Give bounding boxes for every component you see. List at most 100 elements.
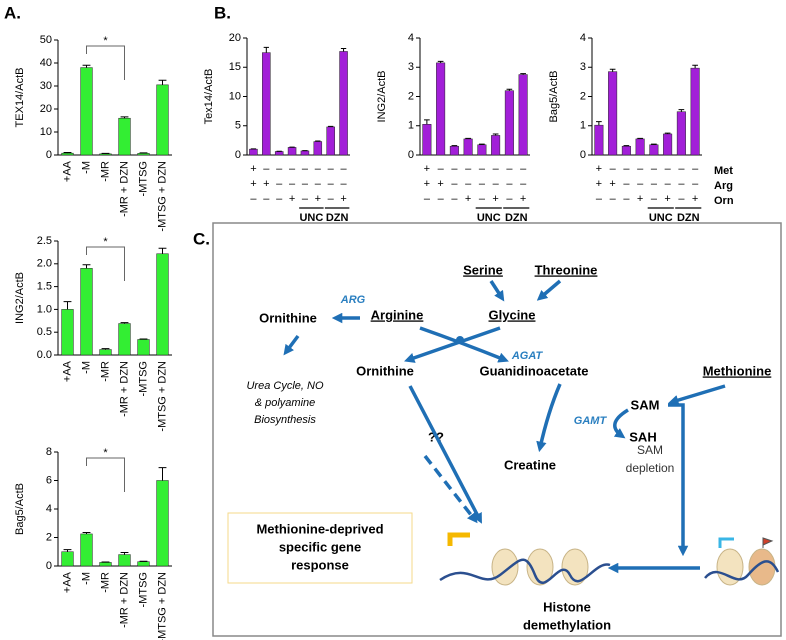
node-label: Threonine: [535, 262, 598, 277]
condition-sign: –: [637, 163, 644, 175]
condition-sign: –: [424, 193, 431, 205]
condition-sign: –: [479, 178, 486, 190]
dna: [439, 558, 611, 584]
condition-sign: +: [637, 193, 643, 205]
node-label: Methionine: [703, 363, 772, 378]
bar: [690, 67, 700, 156]
condition-sign: –: [596, 193, 603, 205]
error-bar: [63, 549, 72, 552]
y-tick-label: 2.5: [37, 235, 52, 247]
condition-sign: –: [651, 178, 658, 190]
bar: [676, 111, 686, 156]
bar: [339, 51, 348, 156]
y-tick-label: 1: [408, 120, 414, 132]
bar: [99, 153, 112, 156]
arrow: [668, 403, 689, 557]
y-tick-label: 6: [46, 474, 52, 486]
condition-sign: –: [250, 193, 257, 205]
error-bar: [120, 322, 129, 324]
error-bar: [692, 64, 698, 69]
gene-icon: [718, 537, 734, 548]
condition-sign: –: [692, 178, 699, 190]
chromatin: [704, 537, 780, 586]
x-tick-label: +AA: [61, 360, 73, 382]
error-bar: [82, 64, 91, 68]
condition-sign: –: [276, 193, 283, 205]
group-label: UNC: [299, 212, 323, 224]
condition-sign: –: [451, 178, 458, 190]
x-tick-label: -M: [80, 161, 92, 174]
note-line: & polyamine: [255, 397, 316, 409]
x-tick-label: -MR + DZN: [118, 572, 130, 628]
condition-sign: +: [340, 193, 346, 205]
arrow: [667, 384, 726, 406]
significance-label: *: [103, 35, 108, 47]
condition-sign: +: [465, 193, 471, 205]
y-axis-label: TEX14/ActB: [14, 68, 26, 128]
y-axis-label: ING2/ActB: [376, 71, 388, 123]
y-tick-label: 2: [46, 531, 52, 543]
condition-sign: –: [302, 178, 309, 190]
condition-sign: –: [651, 193, 658, 205]
node-label: Ornithine: [356, 363, 414, 378]
arrow: [536, 279, 562, 301]
enzyme-label: ARG: [340, 294, 366, 306]
condition-sign: –: [623, 163, 630, 175]
bar: [118, 323, 131, 356]
error-bar: [637, 137, 643, 139]
y-tick-label: 4: [580, 32, 586, 44]
significance-label: *: [103, 447, 108, 459]
bar: [608, 71, 618, 156]
error-bar: [63, 301, 72, 310]
bar: [326, 126, 335, 156]
bar: [137, 153, 150, 156]
y-tick-label: 2.0: [37, 258, 52, 270]
condition-sign: –: [263, 193, 270, 205]
condition-sign: –: [506, 163, 513, 175]
node-label: Creatine: [504, 457, 556, 472]
error-bar: [158, 467, 167, 481]
y-tick-label: 8: [46, 446, 52, 458]
condition-sign: –: [465, 163, 472, 175]
response-box: [227, 512, 413, 584]
x-tick-label: -MR: [99, 361, 111, 382]
condition-sign: –: [315, 178, 322, 190]
bar: [156, 84, 169, 156]
bar: [118, 117, 131, 156]
bar: [477, 144, 487, 156]
x-tick-label: -MTSG + DZN: [156, 361, 168, 432]
y-tick-label: 20: [229, 32, 241, 44]
y-tick-label: 0: [235, 149, 241, 161]
error-bar: [120, 551, 129, 555]
chromatin: [439, 548, 611, 586]
x-tick-label: -M: [80, 572, 92, 585]
condition-sign: +: [492, 193, 498, 205]
bar: [262, 52, 271, 156]
condition-sign: –: [623, 193, 630, 205]
note-line: Urea Cycle, NO: [246, 380, 323, 392]
bar: [156, 480, 169, 567]
group-label: DZN: [677, 212, 700, 224]
dashed-arrow: [423, 454, 478, 524]
bar: [649, 144, 659, 156]
group-label: UNC: [477, 212, 501, 224]
condition-sign: –: [341, 178, 348, 190]
x-tick-label: -MTSG: [137, 361, 149, 396]
x-tick-label: +AA: [61, 160, 73, 182]
condition-sign: –: [328, 178, 335, 190]
y-tick-label: 0: [46, 560, 52, 572]
error-bar: [451, 145, 458, 147]
arrow: [408, 385, 482, 524]
bar: [274, 151, 284, 156]
error-bar: [101, 348, 110, 350]
arrow: [404, 326, 501, 363]
condition-sign: –: [520, 178, 527, 190]
condition-name: Arg: [714, 180, 733, 192]
y-tick-label: 40: [40, 57, 52, 69]
nucleosome: [716, 548, 744, 586]
error-bar: [120, 116, 129, 119]
bar: [80, 268, 93, 356]
node-label: demethylation: [523, 617, 611, 632]
condition-sign: –: [610, 193, 617, 205]
arrow: [536, 383, 562, 453]
